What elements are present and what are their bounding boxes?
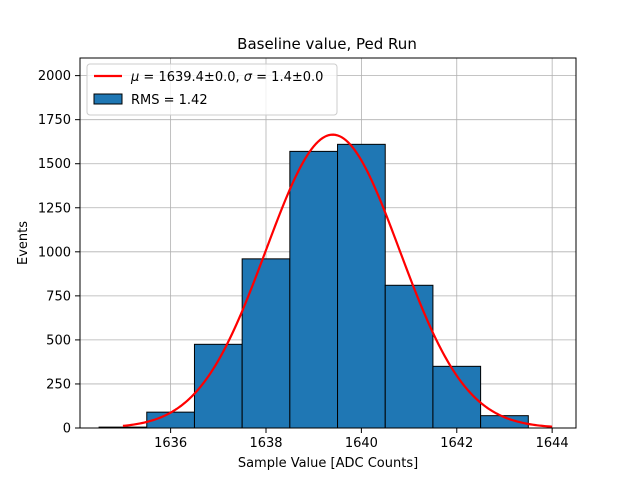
- legend-sigma-symbol: σ: [244, 70, 253, 85]
- y-axis-ticks: 0 250 500 750 1000 1250 1500 1750 2000: [38, 69, 80, 437]
- y-tick-label: 2000: [38, 69, 71, 84]
- y-axis-label: Events: [16, 221, 31, 265]
- histogram-bar: [384, 284, 434, 429]
- x-tick-label: 1644: [536, 436, 569, 451]
- plot-frame: [79, 57, 577, 429]
- y-tick-label: 1250: [38, 201, 71, 216]
- legend-sigma-value: = 1.4±0.0: [252, 70, 323, 85]
- legend-mu-symbol: μ: [130, 70, 139, 85]
- y-tick-label: 250: [46, 377, 71, 392]
- y-tick-label: 500: [46, 333, 71, 348]
- gaussian-fit-curve: [122, 133, 553, 428]
- chart-title: Baseline value, Ped Run: [237, 35, 417, 53]
- legend-histogram-label: RMS = 1.42: [131, 93, 208, 108]
- legend-box: [86, 63, 338, 116]
- x-axis-label: Sample Value [ADC Counts]: [238, 456, 418, 471]
- x-tick-label: 1642: [440, 436, 473, 451]
- x-tick-label: 1636: [154, 436, 187, 451]
- y-tick-label: 750: [46, 289, 71, 304]
- x-tick-label: 1640: [345, 436, 378, 451]
- histogram-bar: [337, 143, 386, 429]
- x-tick-label: 1638: [249, 436, 282, 451]
- y-tick-label: 1000: [38, 245, 71, 260]
- y-tick-label: 1500: [38, 157, 71, 172]
- y-tick-label: 0: [63, 422, 71, 437]
- x-axis-ticks: 1636 1638 1640 1642 1644: [154, 428, 569, 451]
- histogram-bar: [241, 258, 291, 429]
- histogram-bar: [289, 150, 339, 429]
- legend-mu-value: = 1639.4±0.0,: [139, 70, 243, 85]
- legend-histogram-swatch: [93, 93, 123, 105]
- legend-fit-label: μ = 1639.4±0.0, σ = 1.4±0.0: [130, 70, 323, 85]
- y-tick-label: 1750: [38, 113, 71, 128]
- legend: μ = 1639.4±0.0, σ = 1.4±0.0 RMS = 1.42: [86, 63, 338, 116]
